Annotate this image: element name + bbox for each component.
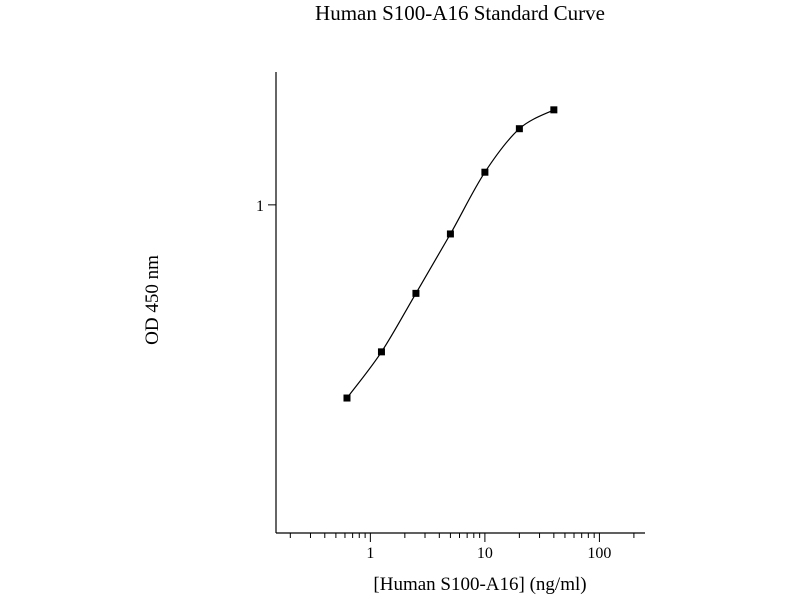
chart-title: Human S100-A16 Standard Curve [315,1,605,25]
data-point [550,106,558,114]
data-points [343,106,558,402]
x-axis-label: [Human S100-A16] (ng/ml) [373,574,586,595]
data-point [481,168,489,176]
x-axis-ticks: 1 10 100 [289,533,635,562]
axes: 1 10 100 1 [256,72,645,562]
x-tick-label: 10 [477,545,493,562]
data-point [377,348,385,356]
y-axis-ticks: 1 [256,198,276,215]
data-point [412,289,420,297]
x-tick-label: 1 [366,545,374,562]
y-tick-label: 1 [256,198,264,215]
y-axis-label: OD 450 nm [142,255,163,345]
data-point [446,230,454,238]
data-point [515,125,523,133]
x-tick-label: 100 [587,545,611,562]
data-point [343,394,351,402]
